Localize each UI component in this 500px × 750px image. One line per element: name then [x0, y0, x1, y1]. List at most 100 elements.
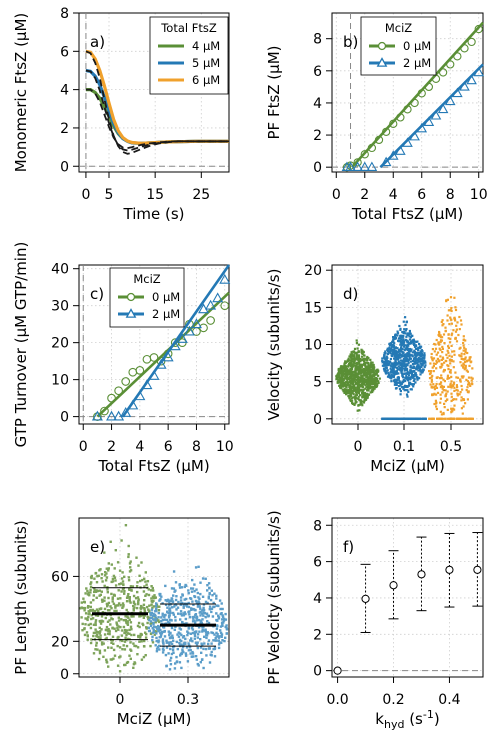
- swarm-point: [372, 364, 375, 367]
- swarm-point: [121, 602, 125, 605]
- swarm-point: [363, 358, 367, 361]
- swarm-point: [339, 379, 342, 382]
- swarm-point: [90, 574, 93, 578]
- swarm-point: [453, 386, 456, 389]
- swarm-point: [395, 383, 398, 386]
- swarm-point: [155, 639, 158, 643]
- swarm-point: [409, 350, 412, 353]
- swarm-point: [199, 581, 202, 584]
- swarm-point: [386, 347, 389, 350]
- swarm-point: [464, 360, 467, 364]
- swarm-point: [200, 658, 204, 661]
- data-point: [361, 594, 370, 603]
- swarm-point: [361, 370, 364, 374]
- swarm-point: [355, 353, 358, 356]
- swarm-point: [413, 361, 416, 365]
- swarm-point: [148, 604, 151, 607]
- swarm-point: [462, 363, 466, 366]
- swarm-point: [137, 601, 140, 604]
- swarm-point: [361, 352, 364, 355]
- swarm-point: [418, 353, 421, 356]
- swarm-point: [219, 607, 222, 611]
- swarm-point: [123, 575, 126, 578]
- swarm-point: [116, 597, 120, 600]
- swarm-point: [451, 350, 454, 353]
- swarm-point: [177, 600, 180, 604]
- swarm-point: [365, 397, 368, 400]
- data-point: [206, 316, 215, 325]
- swarm-point: [154, 621, 157, 624]
- swarm-point: [375, 380, 378, 383]
- swarm-point: [171, 636, 174, 640]
- data-point: [219, 273, 231, 284]
- swarm-point: [124, 615, 127, 618]
- swarm-point: [395, 417, 399, 420]
- swarm-point: [392, 339, 395, 342]
- swarm-point: [364, 361, 367, 364]
- swarm-point: [411, 366, 414, 369]
- swarm-point: [138, 640, 141, 643]
- swarm-point: [445, 353, 448, 356]
- swarm-point: [357, 356, 360, 359]
- swarm-point: [97, 657, 101, 661]
- swarm-point: [203, 611, 206, 615]
- swarm-point: [151, 638, 154, 642]
- swarm-point: [453, 353, 456, 356]
- swarm-point: [404, 366, 407, 369]
- swarm-point: [388, 374, 391, 377]
- swarm-point: [404, 316, 407, 319]
- swarm-point: [468, 356, 471, 359]
- swarm-point: [468, 364, 471, 367]
- fit-line: [379, 63, 484, 169]
- swarm-point: [438, 347, 441, 350]
- swarm-point: [212, 647, 215, 651]
- swarm-point: [349, 367, 352, 370]
- swarm-point: [455, 376, 458, 379]
- swarm-point: [439, 365, 442, 369]
- swarm-point: [138, 574, 141, 577]
- swarm-point: [461, 412, 464, 415]
- swarm-point: [447, 333, 450, 336]
- swarm-point: [450, 307, 453, 310]
- swarm-point: [121, 639, 124, 643]
- swarm-point: [120, 582, 123, 585]
- swarm-point: [215, 639, 218, 642]
- swarm-point: [411, 340, 415, 343]
- swarm-point: [371, 368, 374, 372]
- swarm-point: [187, 631, 190, 635]
- swarm-point: [202, 606, 205, 610]
- swarm-point: [419, 373, 422, 376]
- swarm-point: [141, 606, 144, 609]
- swarm-point: [396, 355, 399, 358]
- swarm-point: [367, 393, 370, 396]
- swarm-point: [373, 366, 376, 369]
- swarm-point: [193, 583, 196, 586]
- swarm-point: [450, 322, 453, 325]
- swarm-point: [161, 651, 165, 654]
- swarm-point: [408, 371, 411, 375]
- swarm-point: [399, 343, 402, 346]
- swarm-point: [441, 391, 444, 394]
- swarm-point: [92, 652, 96, 655]
- swarm-point: [202, 603, 206, 606]
- swarm-point: [392, 370, 395, 373]
- swarm-point: [460, 364, 463, 367]
- swarm-point: [343, 389, 346, 393]
- swarm-point: [417, 349, 420, 352]
- swarm-point: [203, 642, 206, 645]
- swarm-point: [189, 632, 193, 635]
- swarm-point: [142, 590, 146, 593]
- swarm-point: [407, 360, 410, 363]
- swarm-point: [369, 391, 372, 394]
- swarm-point: [450, 375, 453, 378]
- swarm-point: [375, 384, 378, 387]
- swarm-point: [392, 366, 395, 369]
- x-tick-label: 5: [105, 187, 114, 203]
- swarm-point: [83, 627, 86, 631]
- swarm-point: [471, 417, 474, 420]
- swarm-point: [407, 349, 410, 353]
- swarm-point: [343, 377, 346, 380]
- swarm-point: [186, 633, 189, 637]
- swarm-point: [357, 387, 360, 390]
